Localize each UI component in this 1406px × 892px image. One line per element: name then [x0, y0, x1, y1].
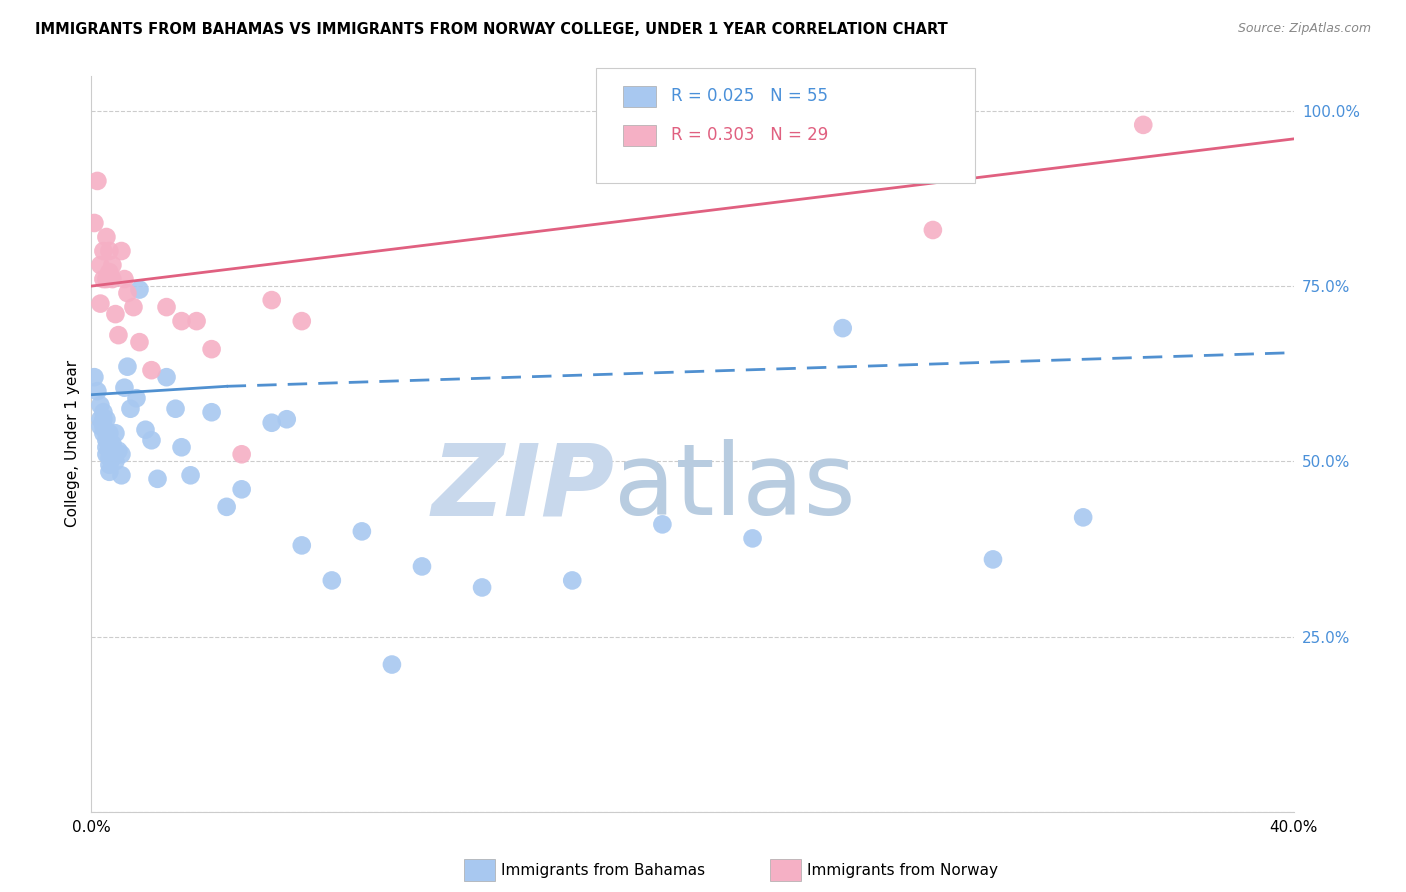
Point: [114, 381, 136, 395]
Text: R = 0.025   N = 55: R = 0.025 N = 55: [671, 87, 828, 105]
Point: [98, 436, 121, 450]
Point: [93, 272, 115, 286]
Point: [201, 405, 224, 419]
Point: [89, 398, 111, 412]
Point: [98, 465, 121, 479]
Point: [155, 300, 177, 314]
Point: [321, 574, 343, 588]
Bar: [623, 125, 657, 145]
Point: [141, 434, 163, 448]
Point: [561, 574, 583, 588]
Text: atlas: atlas: [614, 440, 856, 536]
Point: [96, 434, 118, 448]
Point: [117, 286, 139, 301]
Point: [276, 412, 298, 426]
Point: [741, 532, 763, 546]
Point: [104, 307, 127, 321]
Point: [104, 454, 127, 468]
Point: [170, 314, 193, 328]
Point: [155, 370, 177, 384]
Point: [231, 483, 253, 497]
Point: [107, 328, 129, 343]
Point: [350, 524, 373, 539]
Point: [411, 559, 433, 574]
Point: [93, 426, 115, 441]
Point: [260, 293, 283, 307]
Point: [93, 244, 115, 258]
Text: Immigrants from Bahamas: Immigrants from Bahamas: [501, 863, 704, 878]
Point: [93, 405, 115, 419]
Point: [120, 401, 142, 416]
Point: [96, 447, 118, 461]
FancyBboxPatch shape: [596, 69, 974, 183]
Point: [101, 450, 124, 465]
Point: [651, 517, 673, 532]
Point: [93, 412, 115, 426]
Point: [89, 412, 111, 426]
Text: Immigrants from Norway: Immigrants from Norway: [807, 863, 998, 878]
Point: [125, 391, 148, 405]
Point: [98, 458, 121, 472]
Point: [128, 283, 150, 297]
Point: [101, 272, 124, 286]
Text: ZIP: ZIP: [432, 440, 614, 536]
Point: [128, 335, 150, 350]
Point: [141, 363, 163, 377]
Point: [146, 472, 169, 486]
Point: [110, 447, 132, 461]
Point: [98, 426, 121, 441]
Point: [104, 426, 127, 441]
Point: [1132, 118, 1154, 132]
Point: [922, 223, 945, 237]
Point: [101, 258, 124, 272]
Point: [98, 265, 121, 279]
Point: [1071, 510, 1094, 524]
Point: [165, 401, 187, 416]
Text: R = 0.303   N = 29: R = 0.303 N = 29: [671, 127, 828, 145]
Point: [96, 230, 118, 244]
Point: [134, 423, 156, 437]
Point: [471, 581, 494, 595]
Point: [201, 342, 224, 356]
Point: [114, 272, 136, 286]
Point: [83, 216, 105, 230]
Point: [86, 384, 108, 399]
Point: [89, 296, 111, 310]
Point: [89, 258, 111, 272]
Point: [260, 416, 283, 430]
Point: [83, 370, 105, 384]
Point: [180, 468, 202, 483]
Point: [86, 174, 108, 188]
Text: IMMIGRANTS FROM BAHAMAS VS IMMIGRANTS FROM NORWAY COLLEGE, UNDER 1 YEAR CORRELAT: IMMIGRANTS FROM BAHAMAS VS IMMIGRANTS FR…: [35, 22, 948, 37]
Point: [110, 244, 132, 258]
Point: [215, 500, 238, 514]
Point: [186, 314, 208, 328]
Point: [98, 450, 121, 465]
Point: [89, 419, 111, 434]
Text: Source: ZipAtlas.com: Source: ZipAtlas.com: [1237, 22, 1371, 36]
Point: [981, 552, 1004, 566]
Point: [381, 657, 404, 672]
Point: [831, 321, 853, 335]
Point: [98, 244, 121, 258]
Point: [96, 272, 118, 286]
Point: [291, 538, 314, 552]
Point: [96, 412, 118, 426]
Bar: [623, 87, 657, 107]
Point: [93, 419, 115, 434]
Point: [101, 436, 124, 450]
Point: [117, 359, 139, 374]
Point: [231, 447, 253, 461]
Point: [122, 300, 145, 314]
Point: [291, 314, 314, 328]
Y-axis label: College, Under 1 year: College, Under 1 year: [65, 360, 80, 527]
Point: [96, 426, 118, 441]
Point: [96, 440, 118, 454]
Point: [170, 440, 193, 454]
Point: [107, 443, 129, 458]
Point: [110, 468, 132, 483]
